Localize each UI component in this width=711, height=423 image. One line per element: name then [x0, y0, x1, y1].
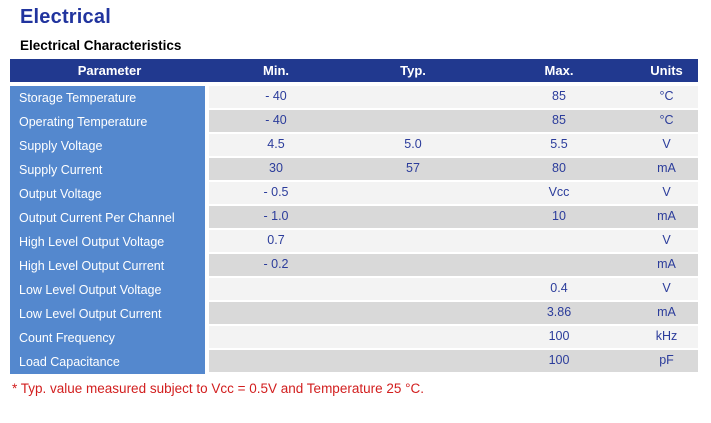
table-row: 30 57 80 mA — [209, 158, 698, 182]
table-row: - 1.0 10 mA — [209, 206, 698, 230]
cell-max: 100 — [548, 353, 570, 367]
cell-units: mA — [657, 257, 676, 271]
cell-max: 0.4 — [550, 281, 568, 295]
header-min: Min. — [263, 63, 289, 78]
cell-typ — [343, 254, 483, 276]
param-label: Low Level Output Voltage — [19, 283, 162, 297]
cell-units: V — [662, 185, 671, 199]
param-label: Count Frequency — [19, 331, 115, 345]
table-row: - 0.2 mA — [209, 254, 698, 278]
cell-typ — [343, 182, 483, 204]
cell-min: - 40 — [265, 113, 287, 127]
cell-units: pF — [659, 353, 674, 367]
cell-units: V — [662, 137, 671, 151]
table-row: 100 kHz — [209, 326, 698, 350]
param-label: Output Current Per Channel — [19, 211, 175, 225]
param-label: Load Capacitance — [19, 355, 120, 369]
cell-min — [209, 350, 343, 372]
cell-min: - 40 — [265, 89, 287, 103]
cell-max — [483, 230, 635, 252]
cell-typ: 57 — [406, 161, 420, 175]
cell-typ — [343, 326, 483, 348]
table-row: - 40 85 °C — [209, 110, 698, 134]
header-typ: Typ. — [400, 63, 426, 78]
cell-max: 3.86 — [546, 305, 572, 319]
table-row: 100 pF — [209, 350, 698, 374]
cell-units: °C — [659, 113, 674, 127]
cell-units: V — [662, 233, 671, 247]
cell-max: 85 — [552, 113, 566, 127]
cell-units: mA — [657, 161, 676, 175]
cell-typ — [343, 230, 483, 252]
table-body: Storage Temperature Operating Temperatur… — [10, 86, 698, 374]
cell-units: °C — [659, 89, 674, 103]
cell-max: Vcc — [548, 185, 570, 199]
cell-units: mA — [657, 209, 676, 223]
cell-max: 5.5 — [550, 137, 568, 151]
cell-min — [209, 302, 343, 324]
param-label: High Level Output Voltage — [19, 235, 165, 249]
cell-min: - 1.0 — [263, 209, 289, 223]
section-subtitle: Electrical Characteristics — [20, 38, 182, 53]
cell-typ — [343, 86, 483, 108]
cell-typ — [343, 302, 483, 324]
table-row: 3.86 mA — [209, 302, 698, 326]
cell-units: mA — [657, 305, 676, 319]
table-row: 4.5 5.0 5.5 V — [209, 134, 698, 158]
header-units: Units — [650, 63, 683, 78]
cell-min: 4.5 — [267, 137, 285, 151]
table-header-row: Parameter Min. Typ. Max. Units — [10, 59, 698, 82]
cell-max: 85 — [552, 89, 566, 103]
cell-max: 80 — [552, 161, 566, 175]
parameter-column: Storage Temperature Operating Temperatur… — [10, 86, 205, 374]
param-label: Supply Voltage — [19, 139, 103, 153]
cell-typ — [343, 110, 483, 132]
cell-typ: 5.0 — [404, 137, 422, 151]
cell-typ — [343, 278, 483, 300]
column-divider — [205, 86, 209, 374]
cell-typ — [343, 350, 483, 372]
cell-min — [209, 278, 343, 300]
page-title: Electrical — [20, 6, 111, 28]
values-column: - 40 85 °C - 40 85 °C 4.5 5.0 5.5 V — [209, 86, 698, 374]
table-row: - 0.5 Vcc V — [209, 182, 698, 206]
footnote: * Typ. value measured subject to Vcc = 0… — [12, 381, 425, 396]
cell-min: - 0.2 — [263, 257, 289, 271]
table-row: - 40 85 °C — [209, 86, 698, 110]
table-row: 0.7 V — [209, 230, 698, 254]
cell-max — [483, 254, 635, 276]
param-label: Supply Current — [19, 163, 103, 177]
header-max: Max. — [544, 63, 574, 78]
header-parameter: Parameter — [77, 63, 142, 78]
cell-units: V — [662, 281, 671, 295]
cell-min: 0.7 — [267, 233, 285, 247]
cell-min: - 0.5 — [263, 185, 289, 199]
param-label: Operating Temperature — [19, 115, 148, 129]
param-label: Storage Temperature — [19, 91, 137, 105]
cell-units: kHz — [655, 329, 678, 343]
param-label: Low Level Output Current — [19, 307, 162, 321]
cell-min — [209, 326, 343, 348]
cell-max: 10 — [552, 209, 566, 223]
cell-typ — [343, 206, 483, 228]
electrical-characteristics-table: Parameter Min. Typ. Max. Units Storage T… — [10, 59, 698, 374]
table-row: 0.4 V — [209, 278, 698, 302]
cell-min: 30 — [269, 161, 283, 175]
param-label: High Level Output Current — [19, 259, 165, 273]
cell-max: 100 — [548, 329, 570, 343]
param-label: Output Voltage — [19, 187, 102, 201]
